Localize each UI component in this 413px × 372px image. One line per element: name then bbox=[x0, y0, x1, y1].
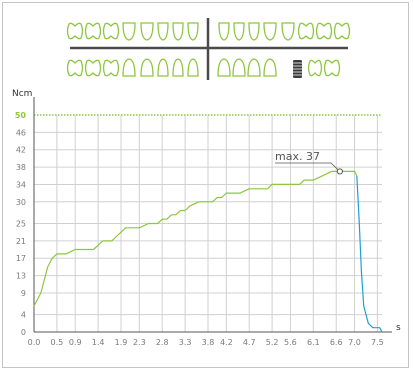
max-point-marker bbox=[336, 168, 343, 175]
x-tick-label: 7.5 bbox=[371, 338, 384, 347]
x-tick-label: 1.9 bbox=[115, 338, 128, 347]
y-tick-label: 34 bbox=[16, 180, 26, 189]
y-tick-label: 9 bbox=[21, 289, 26, 298]
y-tick-label: 4 bbox=[21, 311, 26, 320]
y-tick-label: 42 bbox=[16, 146, 26, 155]
x-tick-label: 7.0 bbox=[348, 338, 361, 347]
x-tick-label: 5.6 bbox=[284, 338, 297, 347]
lower-left-tooth-2-icon bbox=[84, 59, 102, 77]
upper-right-tooth-8-icon bbox=[333, 22, 351, 40]
lower-right-tooth-3-icon bbox=[247, 58, 261, 77]
lower-left-tooth-4-icon bbox=[122, 58, 136, 77]
lower-left-tooth-7-icon bbox=[172, 58, 184, 77]
dental-implant-icon bbox=[293, 60, 302, 78]
upper-left-tooth-3-icon bbox=[102, 22, 120, 40]
x-tick-label: 2.8 bbox=[156, 338, 169, 347]
x-tick-label: 4.7 bbox=[243, 338, 256, 347]
lower-left-tooth-5-icon bbox=[140, 58, 154, 77]
upper-right-tooth-7-icon bbox=[315, 22, 333, 40]
lower-right-tooth-1-icon bbox=[217, 58, 231, 77]
upper-right-tooth-4-icon bbox=[263, 22, 277, 41]
max-annotation: max. 37 bbox=[275, 150, 343, 175]
y-tick-label: 38 bbox=[16, 163, 26, 172]
upper-left-tooth-1-icon bbox=[66, 22, 84, 40]
y-tick-label: 13 bbox=[16, 272, 26, 281]
upper-left-tooth-5-icon bbox=[140, 22, 154, 41]
y-tick-label: 17 bbox=[16, 254, 26, 263]
x-tick-label: 3.8 bbox=[202, 338, 215, 347]
lower-left-tooth-6-icon bbox=[157, 58, 169, 77]
lower-left-tooth-3-icon bbox=[102, 59, 120, 77]
upper-left-tooth-6-icon bbox=[157, 22, 169, 41]
series-line-2 bbox=[356, 175, 383, 333]
lower-right-tooth-2-icon bbox=[232, 58, 246, 77]
lower-right-tooth-7-icon bbox=[323, 59, 341, 77]
upper-left-tooth-7-icon bbox=[172, 22, 184, 41]
y-tick-label: 25 bbox=[16, 220, 26, 229]
y-tick-label: 0 bbox=[21, 328, 26, 337]
lower-left-tooth-1-icon bbox=[66, 59, 84, 77]
upper-right-tooth-1-icon bbox=[218, 22, 230, 41]
series-line-1 bbox=[33, 170, 358, 307]
torque-report-panel bbox=[2, 2, 409, 368]
max-leader-line bbox=[275, 162, 341, 172]
tooth-chart bbox=[66, 18, 351, 80]
x-tick-label: 0.0 bbox=[28, 338, 41, 347]
x-axis-label: s bbox=[396, 323, 401, 333]
x-tick-label: 3.3 bbox=[179, 338, 192, 347]
upper-right-tooth-3-icon bbox=[248, 22, 260, 41]
lower-right-tooth-6-icon bbox=[307, 59, 323, 77]
torque-curve bbox=[33, 170, 383, 333]
x-tick-label: 4.2 bbox=[220, 338, 233, 347]
x-tick-label: 0.9 bbox=[69, 338, 82, 347]
chart-grid bbox=[34, 114, 382, 332]
max-torque-label: max. 37 bbox=[275, 150, 320, 163]
y-tick-label: 46 bbox=[16, 128, 26, 137]
y-axis-label: Ncm bbox=[12, 89, 32, 99]
upper-right-tooth-6-icon bbox=[297, 22, 315, 40]
x-tick-label: 2.3 bbox=[133, 338, 146, 347]
upper-left-tooth-8-icon bbox=[187, 22, 199, 41]
lower-right-tooth-4-icon bbox=[263, 58, 277, 77]
upper-right-tooth-2-icon bbox=[233, 22, 245, 41]
y-tick-label: 21 bbox=[16, 237, 26, 246]
upper-left-tooth-4-icon bbox=[122, 22, 136, 41]
x-tick-label: 5.2 bbox=[266, 338, 279, 347]
x-tick-label: 0.5 bbox=[51, 338, 64, 347]
upper-left-tooth-2-icon bbox=[84, 22, 102, 40]
y-tick-label: 30 bbox=[16, 198, 26, 207]
x-tick-label: 6.1 bbox=[307, 338, 320, 347]
upper-right-tooth-5-icon bbox=[281, 22, 295, 41]
limit-label: 50 bbox=[15, 111, 27, 120]
x-tick-label: 1.4 bbox=[92, 338, 105, 347]
lower-left-tooth-8-icon bbox=[187, 58, 199, 77]
chart-axes: 0.0 0.5 0.9 1.4 1.9 2.3 2.8 3.3 3.8 4.2 4.7 5.2 5.6 6… bbox=[12, 89, 401, 347]
x-tick-label: 6.6 bbox=[330, 338, 343, 347]
